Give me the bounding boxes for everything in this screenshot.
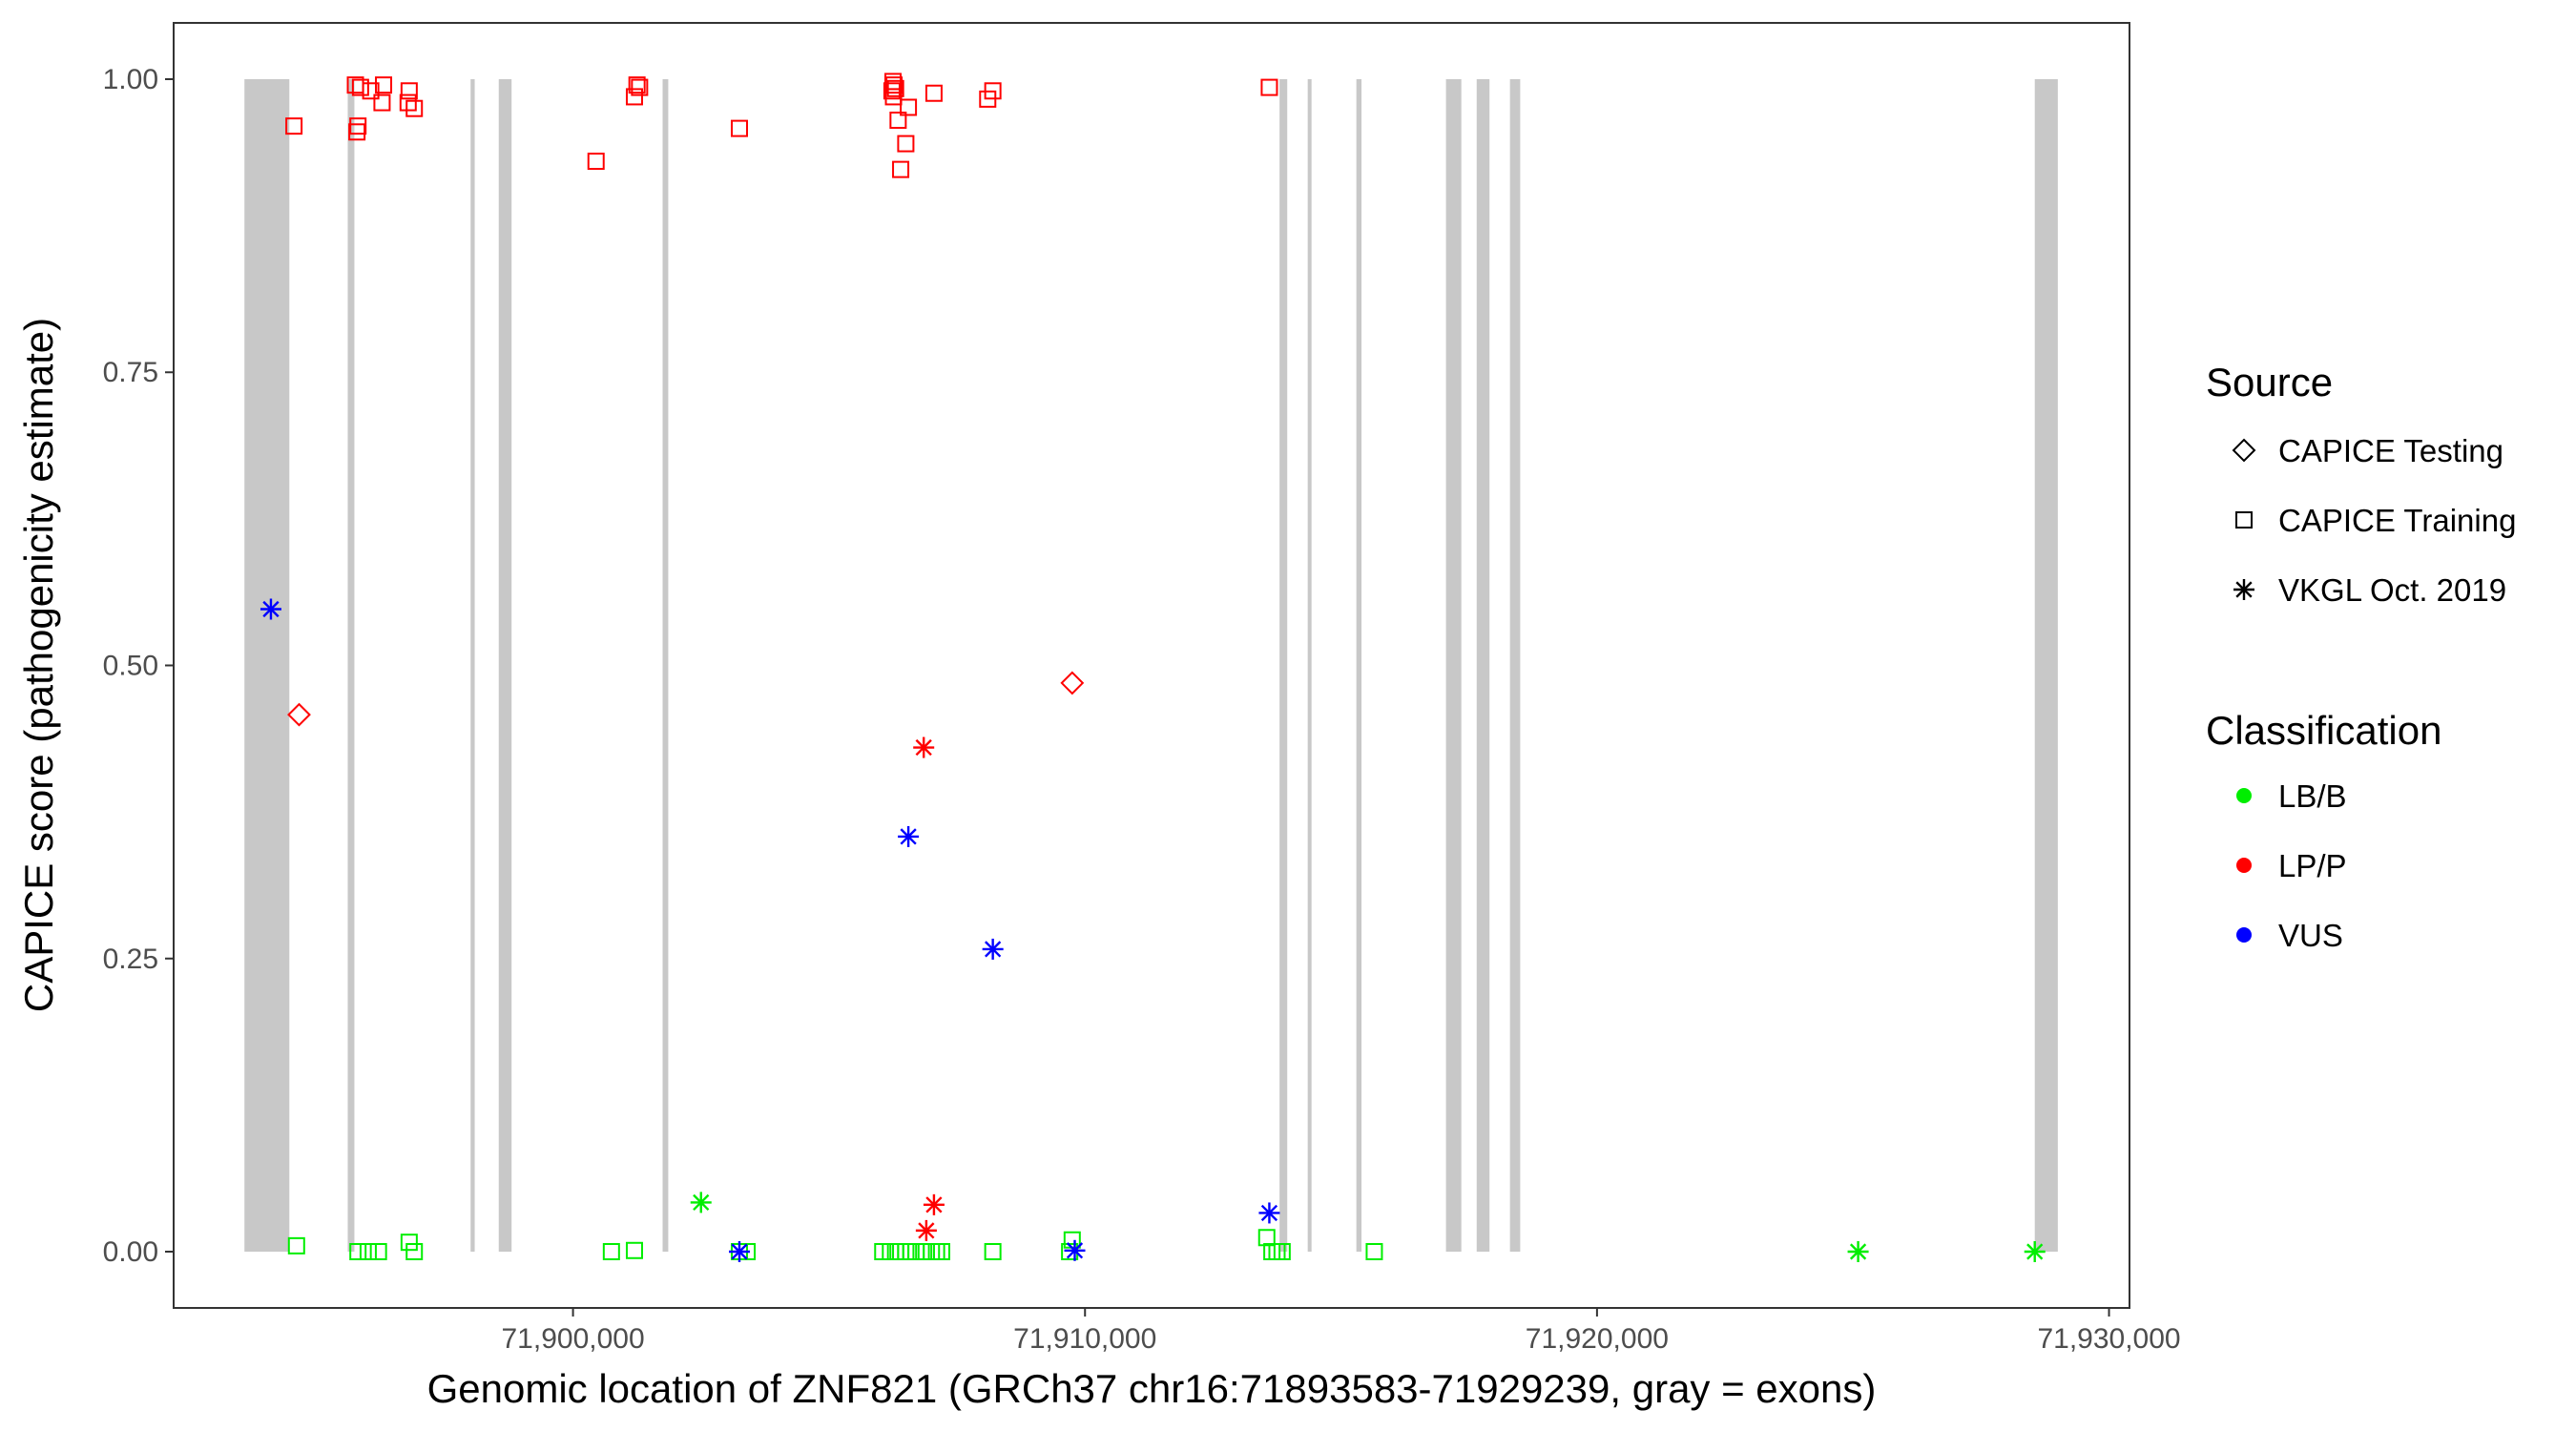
data-point — [900, 98, 918, 116]
exon-band — [2034, 78, 2058, 1253]
y-tick-label: 0.25 — [103, 944, 158, 975]
exon-band — [498, 78, 512, 1253]
legend-label: VKGL Oct. 2019 — [2278, 572, 2506, 608]
data-point — [405, 1243, 424, 1261]
data-point — [369, 1243, 387, 1261]
data-point — [260, 598, 281, 620]
exon-band — [1509, 78, 1521, 1253]
data-point — [400, 1234, 418, 1252]
legend-key-dot — [2236, 858, 2252, 873]
exon-band — [1307, 78, 1312, 1253]
legend-key-dot — [2236, 788, 2252, 803]
data-point — [631, 78, 649, 96]
exon-band — [1356, 78, 1362, 1253]
data-point — [373, 93, 391, 112]
data-point — [287, 702, 311, 727]
y-tick-label: 0.00 — [103, 1236, 158, 1268]
legend-classification-entries: LB/B LP/P VUS — [2236, 778, 2347, 953]
legend-title-classification: Classification — [2206, 708, 2441, 753]
x-tick-label: 71,920,000 — [1526, 1323, 1669, 1355]
data-point — [1847, 1241, 1869, 1263]
data-point — [1260, 78, 1278, 96]
exon-band — [1476, 78, 1490, 1253]
exon-band — [347, 78, 355, 1253]
exon-band — [662, 78, 669, 1253]
data-point — [1060, 671, 1085, 695]
exon-band — [1279, 78, 1288, 1253]
data-point — [1258, 1202, 1280, 1224]
data-point — [362, 82, 380, 100]
x-axis-title: Genomic location of ZNF821 (GRCh37 chr16… — [427, 1366, 1877, 1411]
y-axis-title: CAPICE score (pathogenicity estimate) — [16, 318, 61, 1012]
exon-band — [470, 78, 475, 1253]
data-point — [728, 1241, 750, 1263]
legend-source-entries: CAPICE Testing CAPICE Training VKGL Oct. 2… — [2232, 433, 2516, 608]
data-point — [730, 119, 748, 137]
data-point — [924, 84, 943, 102]
legend-key-asterisk — [2233, 579, 2254, 600]
data-point — [913, 736, 935, 758]
x-axis: 71,900,000 71,910,000 71,920,000 71,930,000 — [502, 1308, 2181, 1355]
data-point — [2024, 1241, 2046, 1263]
x-tick-label: 71,900,000 — [502, 1323, 645, 1355]
legend-label: CAPICE Testing — [2278, 433, 2503, 468]
legend-label: CAPICE Training — [2278, 503, 2516, 538]
data-point — [883, 82, 901, 100]
data-point — [587, 153, 605, 171]
data-point — [979, 90, 997, 108]
data-point — [359, 1243, 377, 1261]
legend-key-dot — [2236, 927, 2252, 943]
legend-label: VUS — [2278, 918, 2343, 953]
data-point — [628, 76, 646, 94]
data-point — [889, 112, 907, 130]
data-point — [287, 1236, 305, 1255]
legend-title-source: Source — [2206, 360, 2333, 404]
data-point — [690, 1192, 712, 1213]
data-point — [897, 135, 915, 153]
y-tick-label: 0.50 — [103, 651, 158, 682]
data-point — [625, 88, 643, 106]
data-point — [886, 79, 904, 97]
legend-label: LB/B — [2278, 778, 2347, 814]
legend-key-square — [2235, 511, 2253, 529]
y-tick-label: 1.00 — [103, 64, 158, 95]
data-point — [1257, 1229, 1276, 1247]
data-point — [892, 160, 910, 178]
legend-key-diamond — [2232, 438, 2256, 463]
data-point — [349, 117, 367, 135]
y-tick-label: 0.75 — [103, 357, 158, 388]
data-point — [625, 1241, 643, 1259]
data-points — [260, 73, 2046, 1263]
data-point — [602, 1243, 620, 1261]
y-axis: 0.00 0.25 0.50 0.75 1.00 — [103, 64, 174, 1268]
data-point — [915, 1219, 937, 1241]
legend-label: LP/P — [2278, 848, 2347, 883]
data-point — [375, 76, 393, 94]
exon-bands — [244, 78, 2058, 1253]
data-point — [351, 78, 369, 96]
legend: Source CAPICE Testing CAPICE Training VKGL… — [2206, 360, 2516, 953]
data-point — [285, 117, 303, 135]
exon-band — [1445, 78, 1462, 1253]
data-point — [349, 1243, 367, 1261]
data-point — [348, 123, 366, 141]
data-point — [1273, 1243, 1291, 1261]
data-point — [405, 99, 424, 117]
data-point — [932, 1243, 950, 1261]
data-point — [982, 938, 1004, 960]
data-point — [885, 76, 904, 94]
exon-band — [244, 78, 290, 1253]
x-tick-label: 71,930,000 — [2037, 1323, 2180, 1355]
data-point — [898, 825, 920, 847]
data-point — [1064, 1239, 1086, 1261]
x-tick-label: 71,910,000 — [1013, 1323, 1156, 1355]
data-point — [400, 82, 418, 100]
data-point — [399, 93, 417, 112]
data-point — [984, 1243, 1002, 1261]
data-point — [1365, 1243, 1383, 1261]
data-point — [923, 1193, 945, 1215]
